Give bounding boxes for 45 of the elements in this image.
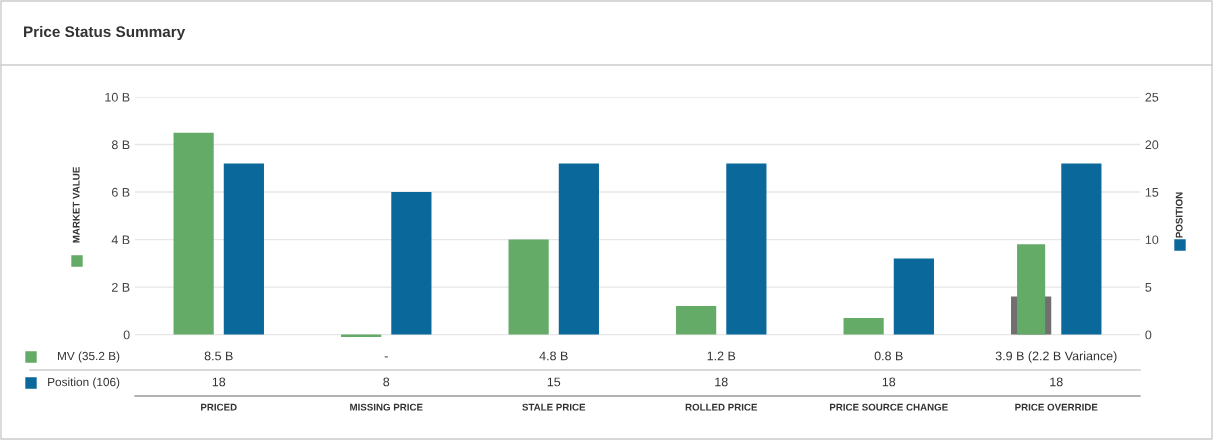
legend-label: Position (106) xyxy=(48,377,120,389)
text: 18 xyxy=(212,377,226,387)
text: 1.2 B xyxy=(707,351,736,361)
text: 15 xyxy=(547,377,561,387)
x-tick-label: PRICE SOURCE CHANGE xyxy=(829,403,948,411)
text: 8 xyxy=(383,377,390,387)
x-tick-label: MISSING PRICE xyxy=(350,403,423,411)
bar xyxy=(676,306,717,335)
x-tick-label: PRICE OVERRIDE xyxy=(1015,403,1098,411)
y2-tick-label: 20 xyxy=(1145,140,1159,150)
y-tick-label: 4 B xyxy=(111,235,130,245)
text: 0.8 B xyxy=(874,351,903,361)
y-axis-title: MARKET VALUE xyxy=(72,167,80,243)
y-tick-label: 2 B xyxy=(112,282,130,292)
bar xyxy=(726,163,767,335)
y-tick-label: 0 xyxy=(123,330,130,340)
x-tick-label: PRICED xyxy=(201,403,237,411)
x-tick-label: STALE PRICE xyxy=(522,403,586,411)
bar xyxy=(1061,163,1102,335)
bar xyxy=(558,163,599,335)
legend-label: MV (35.2 B) xyxy=(57,351,120,363)
text: 3.9 B (2.2 B Variance) xyxy=(995,351,1117,363)
bar xyxy=(843,317,884,335)
y-tick-label: 8 B xyxy=(111,140,130,150)
text: - xyxy=(384,356,388,358)
y2-tick-label: 0 xyxy=(1145,330,1152,340)
y2-axis-title: POSITION xyxy=(1175,192,1183,238)
chart-title: Price Status Summary xyxy=(24,25,186,41)
text: 4.8 B xyxy=(539,351,568,361)
bar xyxy=(391,192,432,335)
y2-tick-label: 15 xyxy=(1145,187,1159,197)
y-tick-label: 6 B xyxy=(112,187,130,197)
text: 18 xyxy=(882,377,896,387)
text: 8.5 B xyxy=(204,351,233,361)
bar xyxy=(223,163,264,335)
text: 18 xyxy=(1050,377,1063,387)
bar xyxy=(508,239,549,335)
y2-tick-label: 10 xyxy=(1145,235,1159,245)
bar xyxy=(893,258,934,335)
y-tick-label: 10 B xyxy=(105,92,130,102)
y2-tick-label: 25 xyxy=(1145,92,1159,102)
x-tick-label: ROLLED PRICE xyxy=(685,403,758,411)
y2-tick-label: 5 xyxy=(1145,283,1152,292)
text: 18 xyxy=(715,377,728,387)
bar xyxy=(173,132,214,335)
